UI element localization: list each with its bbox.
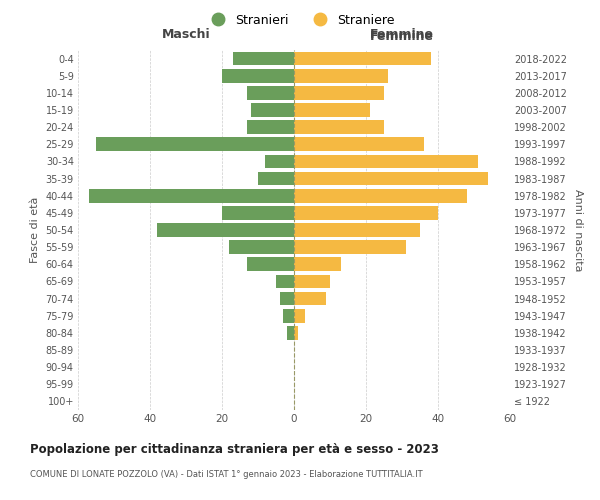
Legend: Stranieri, Straniere: Stranieri, Straniere [200,8,400,32]
Bar [222,69,294,82]
Bar [294,86,384,100]
Bar [96,138,294,151]
Bar [294,103,370,117]
Bar [247,86,294,100]
Bar [294,52,431,66]
Bar [287,326,294,340]
Y-axis label: Fasce di età: Fasce di età [30,197,40,263]
Bar [276,274,294,288]
Bar [294,274,330,288]
Bar [294,172,488,185]
Bar [283,309,294,322]
Bar [233,52,294,66]
Y-axis label: Anni di nascita: Anni di nascita [573,188,583,271]
Text: Maschi: Maschi [161,28,211,41]
Bar [222,206,294,220]
Text: COMUNE DI LONATE POZZOLO (VA) - Dati ISTAT 1° gennaio 2023 - Elaborazione TUTTIT: COMUNE DI LONATE POZZOLO (VA) - Dati IST… [30,470,422,479]
Bar [157,223,294,237]
Bar [258,172,294,185]
Bar [229,240,294,254]
Bar [280,292,294,306]
Bar [294,154,478,168]
Bar [294,258,341,271]
Bar [247,258,294,271]
Text: Femmine: Femmine [370,28,434,41]
Bar [251,103,294,117]
Bar [89,189,294,202]
Bar [247,120,294,134]
Bar [294,189,467,202]
Bar [294,240,406,254]
Text: Femmine: Femmine [370,30,434,43]
Bar [294,206,438,220]
Bar [294,223,420,237]
Bar [294,138,424,151]
Bar [294,292,326,306]
Bar [294,326,298,340]
Bar [294,120,384,134]
Text: Popolazione per cittadinanza straniera per età e sesso - 2023: Popolazione per cittadinanza straniera p… [30,442,439,456]
Bar [294,309,305,322]
Bar [265,154,294,168]
Bar [294,69,388,82]
